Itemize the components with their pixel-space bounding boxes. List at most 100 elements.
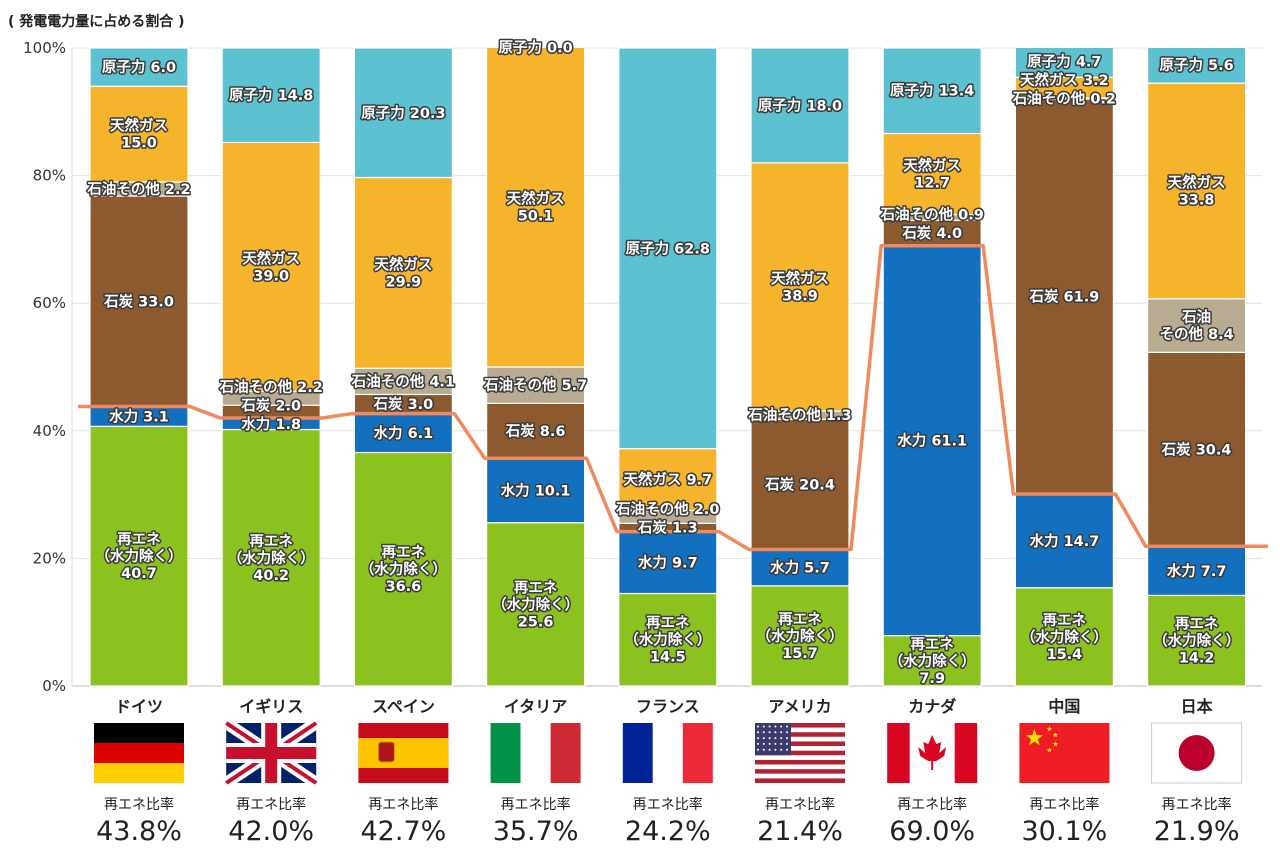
segment-gas [353,176,453,369]
segment-label-line: 石油その他 2.0 [615,500,719,518]
bar-uk [221,47,321,687]
segment-label-hydro: 水力 6.1 [374,424,434,442]
segment-label-line: その他 8.4 [1159,325,1233,343]
segment-label-line: 石炭 30.4 [1161,440,1232,458]
segment-label-line: 天然ガス [1168,173,1226,191]
segment-label-line: 14.5 [650,650,686,666]
segment-label-line: （水力除く） [624,631,711,649]
segment-label-line: 石炭 20.4 [764,475,835,493]
segment-label-coal: 石炭 4.0 [901,224,962,242]
flag-star [1025,729,1043,746]
flag-star [774,742,777,745]
segment-label-oil: 石油その他 4.1 [351,372,455,390]
segment-label-line: 天然ガス [903,157,961,175]
segment-label-line: 水力 10.1 [501,481,571,499]
segment-hydro [882,245,982,637]
y-tick-label: 0% [42,677,66,695]
bar-canada [882,47,982,687]
flag-part [1019,723,1110,783]
segment-label-hydro: 水力 9.7 [638,554,698,572]
flag-star [757,748,759,751]
segment-label-line: （水力除く） [492,595,579,613]
ratio-label: 再エネ比率 [501,796,571,813]
segment-label-coal: 石炭 30.4 [1161,440,1232,458]
segment-label-hydro: 水力 7.7 [1167,562,1227,580]
segment-label-line: 原子力 0.0 [498,38,572,56]
segment-label-nuclear: 原子力 18.0 [758,96,842,114]
segment-label-renewable: 再エネ（水力除く） 40.7 [96,531,183,582]
segment-label-line: 再エネ [1175,616,1219,633]
segment-label-line: 石炭 8.6 [505,422,566,440]
segment-label-line: 15.7 [782,646,818,662]
flag-part [94,723,184,743]
segment-nuclear [89,47,189,87]
segment-label-renewable: 再エネ（水力除く） 25.6 [492,579,579,630]
segment-label-oil: 石油その他 0.2 [1012,89,1116,107]
country-name: スペイン [372,697,435,716]
ratio-value: 30.1% [1022,816,1108,847]
y-tick-label: 80% [33,167,66,185]
segment-gas [882,132,982,216]
flag-star [774,731,777,734]
flag-part [755,769,845,774]
segment-label-gas: 天然ガス 12.7 [903,157,961,192]
segment-label-line: 7.9 [919,671,945,687]
segment-nuclear [1146,46,1247,84]
segment-label-line: 50.1 [518,209,554,225]
segment-label-coal: 石炭 33.0 [103,292,174,310]
bar-usa [750,47,850,687]
segment-label-line: 水力 14.7 [1029,532,1099,550]
flag-star [768,742,771,745]
ratio-value: 43.8% [96,816,182,847]
flag-part [755,723,845,728]
segment-label-line: 36.6 [386,579,422,595]
italy-flag [490,723,581,783]
segment-label-nuclear: 原子力 14.8 [229,86,313,104]
segment-nuclear [618,47,718,450]
flag-star [757,737,759,740]
segment-label-renewable: 再エネ（水力除く） 15.7 [757,611,844,662]
segment-label-renewable: 再エネ（水力除く） 40.2 [228,533,315,584]
bar-france [618,47,718,687]
flag-star [780,748,783,751]
y-tick-label: 40% [33,422,66,440]
segment-label-hydro: 水力 14.7 [1029,532,1099,550]
flag-part [755,746,845,751]
flag-part [755,773,845,779]
ratio-value: 69.0% [889,816,975,847]
segment-label-line: 天然ガス [110,117,168,135]
segment-coal [89,195,189,408]
flag-part [94,743,184,763]
flag-part [755,759,845,765]
flag-star [757,742,759,745]
segment-hydro [750,548,850,587]
segment-label-line: 石炭 4.0 [901,224,962,242]
segment-label-line: 水力 9.7 [638,554,698,572]
flag-part [490,723,521,783]
segment-hydro [486,457,586,524]
segment-label-line: 石油 [1181,308,1211,326]
segment-oil [353,367,453,396]
segment-label-line: （水力除く） [360,560,447,578]
y-tick-label: 60% [33,294,66,312]
segment-label-line: 石炭 1.3 [637,518,698,536]
segment-label-oil: 石油その他 0.9 [880,206,984,224]
segment-label-line: 33.8 [1179,192,1215,208]
flag-part [358,738,449,768]
flag-part [755,750,845,756]
segment-gas [486,46,586,368]
segment-label-line: 原子力 13.4 [890,82,974,100]
segment-label-line: 再エネ [910,636,954,653]
flag-star [780,725,783,728]
segment-renewable [750,585,850,687]
flag-star [1052,732,1059,738]
ratio-value: 21.4% [757,816,843,847]
segment-nuclear [1014,46,1115,78]
ratio-label: 再エネ比率 [765,796,835,813]
segment-label-gas: 天然ガス 39.0 [242,249,300,284]
flag-part [887,723,910,783]
flag-star [762,748,765,751]
flag-part [226,747,317,759]
segment-label-line: 天然ガス 9.7 [623,471,712,489]
